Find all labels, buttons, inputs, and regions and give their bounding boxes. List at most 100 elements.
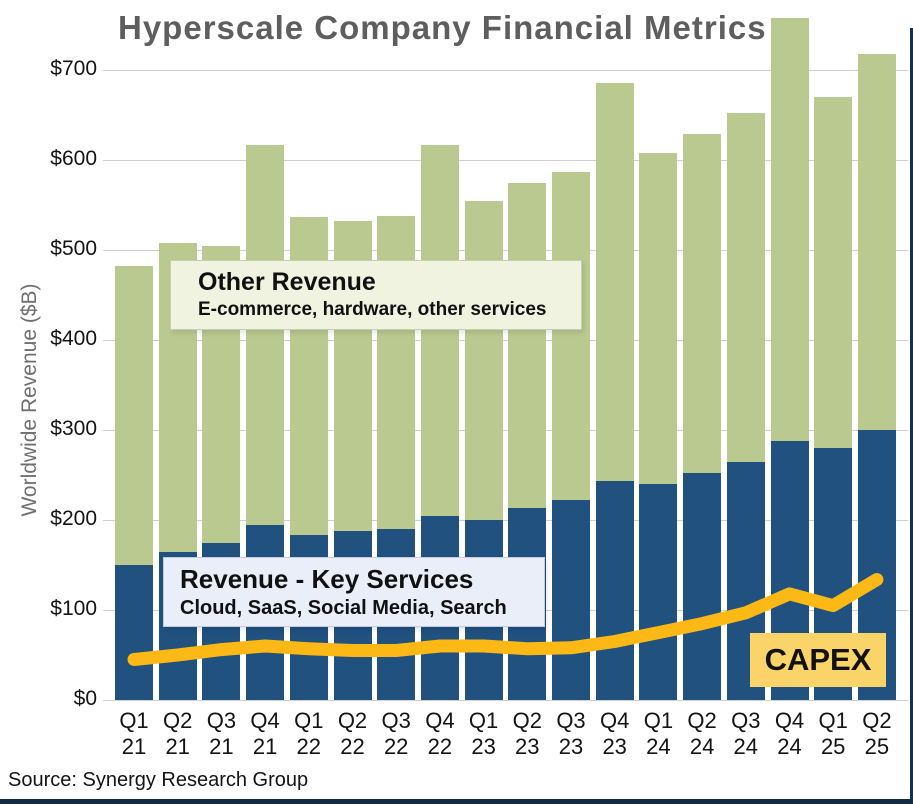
x-tick-label-Q4-23: Q4 23 bbox=[591, 708, 639, 760]
y-tick-label-300: $300 bbox=[50, 417, 97, 441]
bar-other-revenue-Q1-21 bbox=[115, 265, 153, 566]
bar-other-revenue-Q1-23 bbox=[464, 200, 503, 521]
x-tick-quarter: Q1 bbox=[468, 708, 499, 733]
x-tick-label-Q4-22: Q4 22 bbox=[416, 708, 464, 760]
x-tick-year: 24 bbox=[777, 734, 802, 759]
key-services-legend-subtitle: Cloud, SaaS, Social Media, Search bbox=[180, 597, 507, 619]
gridline-600 bbox=[103, 159, 908, 161]
x-tick-year: 23 bbox=[515, 734, 540, 759]
capex-legend: CAPEX bbox=[750, 633, 886, 687]
x-tick-label-Q2-23: Q2 23 bbox=[503, 708, 551, 760]
x-tick-quarter: Q2 bbox=[862, 708, 892, 733]
chart-title: Hyperscale Company Financial Metrics bbox=[118, 9, 767, 46]
x-tick-quarter: Q3 bbox=[731, 708, 761, 733]
x-tick-label-Q3-22: Q3 22 bbox=[372, 708, 420, 760]
bar-other-revenue-Q1-25 bbox=[814, 96, 853, 449]
x-tick-quarter: Q2 bbox=[163, 708, 193, 733]
x-tick-quarter: Q2 bbox=[337, 708, 368, 733]
x-tick-label-Q3-21: Q3 21 bbox=[197, 708, 245, 760]
x-tick-label-Q4-24: Q4 24 bbox=[766, 708, 814, 760]
x-tick-year: 22 bbox=[427, 734, 453, 759]
bar-other-revenue-Q4-24 bbox=[770, 18, 809, 441]
x-tick-quarter: Q4 bbox=[600, 708, 630, 733]
other-revenue-legend: Other Revenue E-commerce, hardware, othe… bbox=[170, 260, 582, 330]
y-tick-label-200: $200 bbox=[50, 507, 97, 531]
x-tick-quarter: Q1 bbox=[643, 708, 674, 733]
bar-key-services-Q4-23 bbox=[595, 481, 634, 700]
x-tick-label-Q4-21: Q4 21 bbox=[241, 708, 289, 760]
x-tick-label-Q3-23: Q3 23 bbox=[547, 708, 595, 760]
x-tick-quarter: Q3 bbox=[556, 708, 586, 733]
gridline-400 bbox=[103, 339, 908, 341]
x-tick-year: 21 bbox=[209, 734, 234, 759]
x-tick-label-Q3-24: Q3 24 bbox=[722, 708, 770, 760]
key-services-legend-title: Revenue - Key Services bbox=[180, 564, 474, 594]
x-tick-quarter: Q1 bbox=[119, 708, 149, 733]
y-tick-label-500: $500 bbox=[50, 237, 97, 261]
other-revenue-legend-subtitle: E-commerce, hardware, other services bbox=[198, 299, 547, 320]
bar-other-revenue-Q3-24 bbox=[726, 112, 765, 462]
x-tick-label-Q2-22: Q2 22 bbox=[329, 708, 377, 760]
x-tick-quarter: Q3 bbox=[381, 708, 411, 733]
gridline-300 bbox=[103, 429, 908, 431]
x-tick-year: 24 bbox=[646, 734, 671, 759]
bar-key-services-Q1-24 bbox=[639, 484, 678, 700]
y-tick-label-400: $400 bbox=[50, 327, 97, 351]
x-tick-year: 21 bbox=[252, 734, 278, 759]
x-tick-year: 23 bbox=[558, 734, 584, 759]
x-tick-year: 22 bbox=[383, 734, 409, 759]
x-tick-quarter: Q4 bbox=[250, 708, 280, 733]
bar-other-revenue-Q3-23 bbox=[552, 172, 590, 501]
x-tick-label-Q1-22: Q1 22 bbox=[285, 708, 333, 760]
x-tick-label-Q1-24: Q1 24 bbox=[634, 708, 682, 760]
x-tick-year: 25 bbox=[864, 734, 890, 759]
x-tick-year: 21 bbox=[121, 734, 147, 759]
gridline-700 bbox=[103, 69, 908, 71]
x-tick-quarter: Q1 bbox=[294, 708, 324, 733]
x-tick-quarter: Q2 bbox=[512, 708, 542, 733]
gridline-500 bbox=[103, 249, 908, 251]
bar-other-revenue-Q2-25 bbox=[857, 54, 896, 431]
x-tick-quarter: Q1 bbox=[818, 708, 848, 733]
x-tick-quarter: Q4 bbox=[425, 708, 455, 733]
bottom-edge-border bbox=[0, 799, 913, 804]
x-tick-year: 22 bbox=[296, 734, 322, 759]
right-edge-border bbox=[910, 28, 913, 804]
x-tick-year: 24 bbox=[733, 734, 759, 759]
bar-key-services-Q2-24 bbox=[683, 473, 722, 700]
bar-other-revenue-Q2-24 bbox=[683, 134, 722, 474]
x-tick-year: 24 bbox=[689, 734, 715, 759]
other-revenue-legend-title: Other Revenue bbox=[198, 268, 376, 296]
x-tick-quarter: Q3 bbox=[206, 708, 237, 733]
bar-other-revenue-Q2-23 bbox=[508, 182, 547, 509]
bar-other-revenue-Q1-24 bbox=[639, 153, 678, 485]
x-tick-label-Q1-23: Q1 23 bbox=[460, 708, 508, 760]
source-text: Source: Synergy Research Group bbox=[8, 769, 309, 791]
y-tick-label-700: $700 bbox=[50, 57, 97, 81]
bar-key-services-Q3-23 bbox=[552, 500, 590, 700]
x-tick-year: 25 bbox=[820, 734, 846, 759]
bar-other-revenue-Q4-22 bbox=[420, 145, 459, 516]
bar-other-revenue-Q4-21 bbox=[246, 145, 285, 525]
x-tick-year: 22 bbox=[340, 734, 365, 759]
x-tick-label-Q1-25: Q1 25 bbox=[809, 708, 857, 760]
x-tick-label-Q2-21: Q2 21 bbox=[154, 708, 202, 760]
y-tick-label-600: $600 bbox=[50, 147, 97, 171]
x-tick-quarter: Q4 bbox=[774, 708, 805, 733]
x-tick-label-Q2-24: Q2 24 bbox=[678, 708, 726, 760]
key-services-legend: Revenue - Key Services Cloud, SaaS, Soci… bbox=[163, 557, 545, 627]
x-tick-year: 21 bbox=[165, 734, 190, 759]
y-tick-label-100: $100 bbox=[50, 597, 97, 621]
x-tick-year: 23 bbox=[602, 734, 627, 759]
bar-key-services-Q1-21 bbox=[115, 565, 153, 700]
gridline-200 bbox=[103, 519, 908, 521]
x-tick-quarter: Q2 bbox=[687, 708, 717, 733]
y-axis-title: Worldwide Revenue ($B) bbox=[18, 283, 41, 517]
gridline-0 bbox=[103, 699, 908, 701]
bar-other-revenue-Q4-23 bbox=[595, 83, 634, 482]
y-tick-label-0: $0 bbox=[73, 687, 97, 710]
x-tick-year: 23 bbox=[471, 734, 496, 759]
x-tick-label-Q2-25: Q2 25 bbox=[853, 708, 901, 760]
x-tick-label-Q1-21: Q1 21 bbox=[110, 708, 158, 760]
